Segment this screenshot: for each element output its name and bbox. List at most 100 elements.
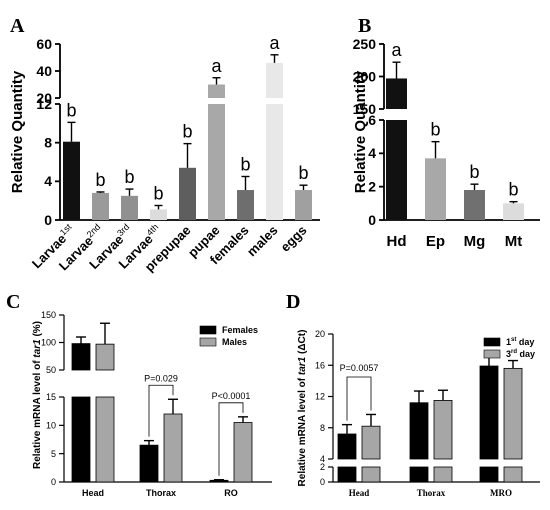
panel-d-y-axis-title-gene: tar1 xyxy=(297,356,308,375)
panel-c-chart: 0 5 10 15 50 100 150 Head Thorax RO P=0.029 P<0.000… xyxy=(32,310,272,498)
panel-c-y-tick-label: 50 xyxy=(46,365,56,375)
panel-b-bar xyxy=(464,190,485,220)
panel-a-significance-letter: b xyxy=(240,155,250,175)
panel-d-y-tick-label: 8 xyxy=(320,423,325,433)
panel-a-x-tick-label: males xyxy=(244,223,281,260)
panel-a-x-tick-label: eggs xyxy=(278,223,310,255)
panel-c-bar-lower xyxy=(95,396,115,483)
panel-d-bar xyxy=(433,400,453,460)
panel-a-bar-lower xyxy=(266,104,283,220)
panel-d-bar-lower xyxy=(479,466,499,483)
panel-b-x-tick-label: Hd xyxy=(387,233,407,250)
panel-d-legend-label-base: 1 xyxy=(506,337,511,347)
panel-a-y-tick-label: 40 xyxy=(36,63,52,79)
panel-a-significance-letter: b xyxy=(182,122,192,142)
panel-c-p-value: P<0.0001 xyxy=(212,391,251,401)
panel-c-bar xyxy=(163,413,183,483)
panel-d-legend-label-base: 3 xyxy=(506,349,511,359)
panel-a-y-tick-label: 4 xyxy=(44,173,52,189)
panel-c-legend-label: Males xyxy=(222,337,247,347)
panel-b-y-tick-label: 4 xyxy=(368,145,376,161)
panel-c-bar xyxy=(95,343,115,371)
panel-b-bar-lower xyxy=(386,120,407,220)
panel-d-significance-bracket xyxy=(346,376,372,421)
panel-a-chart: 04812204060bLarvae1stbLarvae2ndbLarvae3r… xyxy=(9,33,320,274)
panel-d-y-tick-label: 12 xyxy=(315,392,325,402)
panel-c-y-axis-title-gene: tar1 xyxy=(32,339,43,358)
panel-b-y-tick-label: 2 xyxy=(368,179,376,195)
panel-c-y-tick-label: 5 xyxy=(51,449,56,459)
panel-b-significance-letter: b xyxy=(469,162,479,182)
panel-a-bar xyxy=(92,192,109,220)
panel-a-significance-letter: a xyxy=(269,33,280,53)
panel-d-bar-lower xyxy=(433,466,453,483)
panel-b-y-tick-label: 0 xyxy=(368,212,376,228)
panel-a-bar-lower xyxy=(208,104,225,220)
panel-c-y-tick-label: 150 xyxy=(41,310,56,320)
panel-d-x-tick-label: Thorax xyxy=(417,488,446,498)
panel-a-y-tick-label: 60 xyxy=(36,36,52,52)
panel-a-y-tick-label: 12 xyxy=(36,96,52,112)
panel-d-y-axis-title: Relative mRNA level of tar1 (ΔCt) xyxy=(297,330,308,487)
panel-d-letter: D xyxy=(286,291,300,313)
panel-c-legend-label: Females xyxy=(222,325,258,335)
panel-d-p-value: P=0.0057 xyxy=(340,363,379,373)
panel-c-significance-bracket xyxy=(218,402,244,476)
panel-d-y-tick-label: 0 xyxy=(320,477,325,487)
panel-a-x-tick-base: eggs xyxy=(278,223,310,255)
panel-d-legend-swatch xyxy=(483,337,501,347)
panel-d-legend-label: 3rd day xyxy=(506,349,535,359)
panel-a-significance-letter: b xyxy=(95,170,105,190)
panel-d-x-tick-label: Head xyxy=(349,488,370,498)
panel-a-significance-letter: b xyxy=(153,184,163,204)
panel-c-x-tick-label: RO xyxy=(224,488,238,498)
panel-c-letter: C xyxy=(6,291,20,313)
panel-b-letter: B xyxy=(358,15,371,37)
panel-b-y-tick-label: 250 xyxy=(353,36,377,52)
panel-c-bar xyxy=(233,422,253,483)
panel-a-significance-letter: b xyxy=(66,100,76,120)
panel-a-bar xyxy=(295,190,312,220)
panel-a-bar xyxy=(179,167,196,220)
panel-a-x-tick-base: males xyxy=(244,223,281,260)
panel-d-legend-label: 1st day xyxy=(506,337,534,347)
panel-a-bar xyxy=(237,190,254,220)
panel-c-legend-swatch xyxy=(199,325,217,335)
panel-d-y-tick-label: 16 xyxy=(315,360,325,370)
panel-b-x-tick-label: Mt xyxy=(505,233,523,250)
panel-d-y-axis-title-part: (ΔCt) xyxy=(297,330,308,357)
panel-d-bar xyxy=(361,425,381,460)
panel-d-bar-lower xyxy=(503,466,523,483)
panel-a-y-tick-label: 20 xyxy=(36,90,52,106)
panel-a-significance-letter: b xyxy=(298,163,308,183)
panel-c-bar-lower xyxy=(71,396,91,483)
panel-d-legend-label-sup: rd xyxy=(511,349,517,355)
panel-c-bar xyxy=(71,343,91,371)
panel-c-bar xyxy=(139,444,159,483)
panel-b-y-tick-label: 200 xyxy=(353,68,377,84)
panel-d-y-tick-label: 4 xyxy=(320,454,325,464)
panel-d-x-tick-label: MRO xyxy=(490,488,512,498)
panel-a-bar xyxy=(266,62,283,98)
panel-d-bar-lower xyxy=(337,466,357,483)
panel-b-significance-letter: a xyxy=(391,40,402,60)
panel-c-y-tick-label: 10 xyxy=(46,420,56,430)
panel-a-y-tick-label: 0 xyxy=(44,212,52,228)
panel-d-bar xyxy=(337,433,357,460)
panel-b-x-tick-label: Ep xyxy=(426,233,445,250)
panel-a-y-axis-title: Relative Quantity xyxy=(9,70,26,193)
panel-d-bar xyxy=(409,402,429,460)
panel-c-p-value: P=0.029 xyxy=(144,373,178,383)
panel-d-legend-label-sup: st xyxy=(511,337,516,343)
panel-b-y-tick-label: 6 xyxy=(368,112,376,128)
panel-b-x-tick-label: Mg xyxy=(464,233,486,250)
panel-c-y-tick-label: 100 xyxy=(41,338,56,348)
panel-d-y-tick-label: 20 xyxy=(315,329,325,339)
panel-d-y-axis-title-part: Relative mRNA level of xyxy=(297,375,308,486)
panel-b-y-tick-label: 150 xyxy=(353,101,377,117)
panel-d-y-tick-label: 2 xyxy=(320,462,325,472)
panel-c-x-tick-label: Thorax xyxy=(146,488,176,498)
panel-c-significance-bracket xyxy=(148,384,174,437)
